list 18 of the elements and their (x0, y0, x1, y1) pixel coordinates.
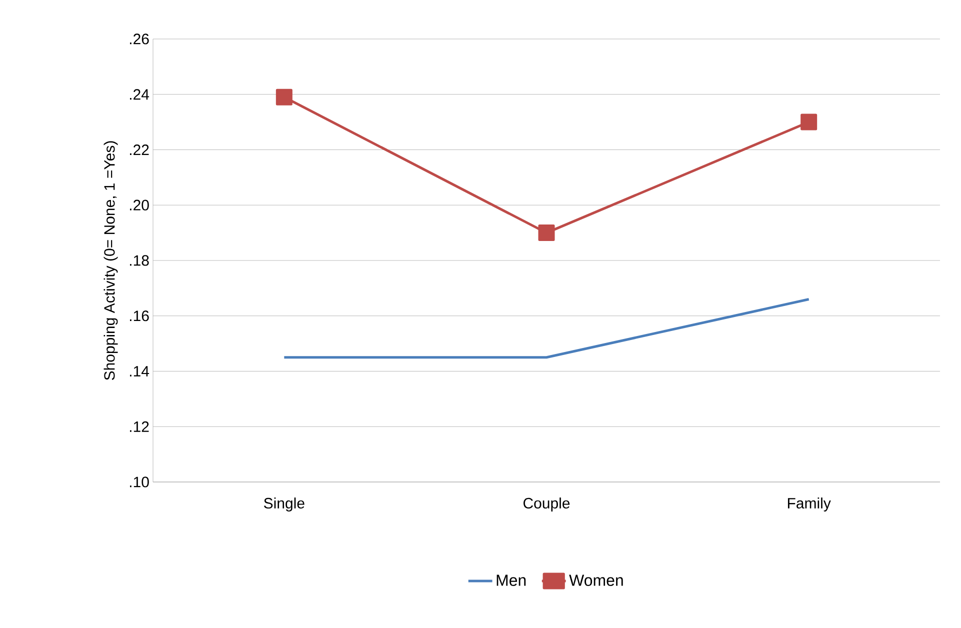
legend-label: Men (496, 574, 526, 586)
y-tick-label: .16 (130, 310, 149, 322)
x-tick-label: Single (264, 498, 304, 512)
y-tick-label: .12 (130, 421, 149, 432)
x-tick-label: Couple (524, 498, 570, 512)
y-tick-label: .14 (130, 366, 150, 376)
y-axis-title: Shopping Activity (0= None, 1 =Yes) (104, 141, 118, 380)
y-tick-label: .18 (130, 255, 149, 266)
y-tick-label: .10 (130, 476, 149, 488)
x-tick-label: Family (788, 498, 831, 512)
point (276, 88, 292, 106)
y-tick-label: .26 (130, 34, 149, 44)
y-tick-label: .24 (130, 89, 150, 100)
point (800, 114, 818, 130)
legend-label: Women (569, 574, 623, 586)
point (538, 224, 555, 242)
y-tick-label: .20 (130, 200, 149, 210)
y-tick-label: .22 (130, 144, 149, 155)
